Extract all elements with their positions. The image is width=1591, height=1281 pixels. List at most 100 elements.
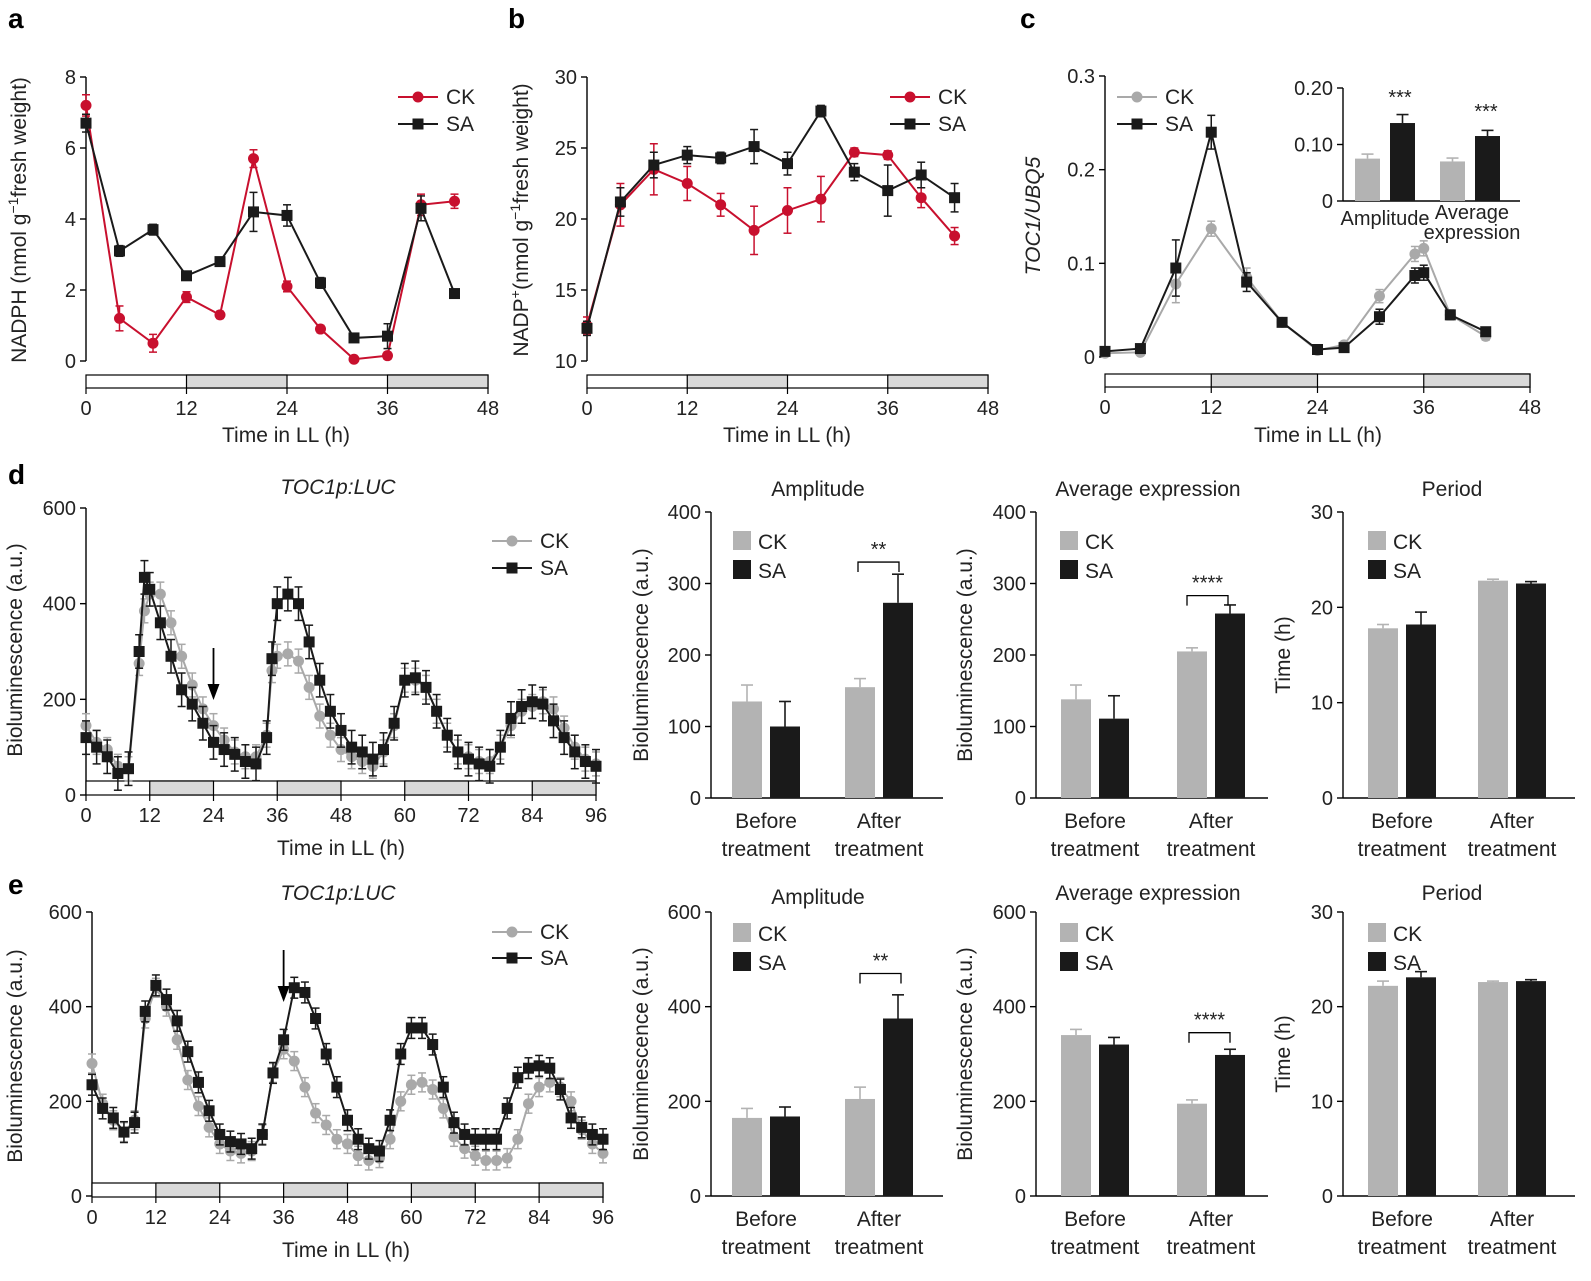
a-legend-sa-marker: [412, 118, 424, 130]
e_per-bar-sa: [1406, 977, 1436, 1196]
e-sa-point: [203, 1105, 215, 1117]
e-ck-point: [395, 1095, 407, 1107]
b-ck-point: [681, 178, 693, 189]
e-avg-sig-label: ****: [1194, 1010, 1225, 1032]
e-sa-point: [129, 1117, 141, 1129]
b-dark-band: [686, 374, 789, 389]
a-ck-point: [181, 291, 192, 303]
d_per-y-tick-label: 30: [1311, 502, 1333, 524]
d_avg-cat-line2: treatment: [1051, 838, 1140, 861]
e-sa-point: [395, 1048, 407, 1060]
e-sa-point: [459, 1128, 471, 1140]
a-sa-point: [114, 245, 125, 257]
a-sa-point: [449, 288, 460, 300]
b-sa-line: [586, 109, 956, 329]
a-y-tick-label: 6: [65, 138, 76, 160]
c_inset-bar-sa: [1475, 136, 1500, 201]
e-sa-point: [192, 1076, 204, 1088]
a-ck-point: [382, 350, 393, 362]
e_avg-cat-line2: treatment: [1167, 1236, 1256, 1259]
d-ck-point: [293, 655, 304, 667]
e-x-tick-label: 0: [86, 1207, 97, 1229]
d_avg-legend-sa: SA: [1085, 560, 1113, 583]
b-sa-point: [848, 166, 860, 178]
d_avg-y-tick-label: 100: [993, 717, 1026, 739]
d-sa-point: [176, 684, 188, 696]
e-dark-band: [155, 1182, 221, 1198]
d_per-title: Period: [1422, 478, 1483, 501]
d_amp-legend-ck-swatch: [733, 531, 751, 550]
e-ck-point: [331, 1133, 343, 1145]
d_amp-bar-sa: [883, 602, 913, 798]
e_avg-legend-ck: CK: [1085, 923, 1114, 946]
e-sa-point: [576, 1121, 588, 1133]
a-y-tick-label: 0: [65, 351, 76, 373]
d-x-tick-label: 36: [266, 805, 288, 827]
e-sa-point: [224, 1136, 236, 1148]
panel-label-e: e: [8, 869, 24, 900]
a-ck-point: [214, 309, 226, 321]
c_inset-bar-ck: [1440, 161, 1465, 201]
e-sa-point: [586, 1128, 598, 1140]
d-sa-point: [473, 758, 485, 770]
e-x-tick-label: 84: [528, 1207, 550, 1229]
panel-label-d: d: [8, 459, 25, 490]
a-legend-ck-marker: [412, 91, 424, 103]
d-ck-point: [138, 605, 150, 617]
e-sa-point: [501, 1102, 513, 1114]
a-sa-point: [80, 117, 92, 129]
e-legend-sa-marker: [506, 952, 518, 964]
d_per-cat-line2: treatment: [1468, 838, 1557, 861]
e-legend-ck-marker: [506, 926, 518, 938]
e_amp-title: Amplitude: [771, 886, 864, 909]
d_per-legend-sa: SA: [1393, 560, 1421, 583]
b-ck-point: [915, 192, 927, 204]
e_per-y-tick-label: 30: [1311, 902, 1333, 924]
c-legend-ck-marker: [1131, 91, 1143, 103]
label-part: (nmol g: [510, 220, 533, 290]
d_amp-cat-line2: treatment: [722, 838, 811, 861]
e-ck-point: [480, 1155, 492, 1166]
e-ck-point: [533, 1081, 545, 1093]
e_avg-legend-sa-swatch: [1060, 952, 1078, 971]
c-y-tick-label: 0: [1084, 347, 1095, 369]
d-sa-point: [431, 705, 443, 717]
a-ck-point: [315, 323, 326, 335]
e-x-tick-label: 24: [209, 1207, 231, 1229]
d-sa-point: [558, 732, 570, 744]
d-sa-point: [197, 717, 209, 729]
e_amp-cat-line2: treatment: [835, 1236, 924, 1259]
b-sa-point: [648, 159, 660, 171]
c-sa-point: [1444, 309, 1456, 321]
e_per-cat-line2: treatment: [1468, 1236, 1557, 1259]
d-sa-point: [186, 698, 198, 710]
d-sa-point: [208, 736, 219, 748]
e_per-legend-sa-swatch: [1368, 952, 1386, 971]
c_inset-y-tick-label: 0.10: [1294, 135, 1333, 157]
b-sa-point: [748, 141, 760, 153]
d-legend-ck-marker: [506, 535, 518, 547]
e_amp-cat-line1: After: [857, 1208, 901, 1231]
e-sa-point: [331, 1081, 343, 1093]
a-ck-point: [114, 312, 125, 324]
a-ck-point: [248, 153, 259, 165]
b-ck-point: [782, 204, 793, 216]
b-x-tick-label: 24: [776, 398, 798, 420]
c-ylabel: TOC1/UBQ5: [1022, 156, 1045, 275]
a-sa-line: [85, 122, 456, 339]
d-sa-point: [378, 744, 389, 756]
b-ck-line: [586, 151, 956, 326]
e-sa-point: [139, 1005, 151, 1017]
d_per-bar-sa: [1516, 583, 1546, 798]
d-ck-point: [282, 648, 294, 660]
d_per-y-tick-label: 0: [1322, 788, 1333, 810]
c-sa-point: [1373, 311, 1385, 323]
d-sa-point: [356, 746, 368, 758]
d_avg-cat-line1: After: [1189, 810, 1233, 833]
b-legend-sa-marker: [904, 118, 916, 130]
e_per-ylabel: Time (h): [1272, 1015, 1295, 1092]
b-ck-point: [949, 230, 961, 242]
e-ck-point: [522, 1098, 534, 1110]
a-x-tick-label: 36: [376, 398, 398, 420]
d-sa-point: [452, 746, 464, 758]
